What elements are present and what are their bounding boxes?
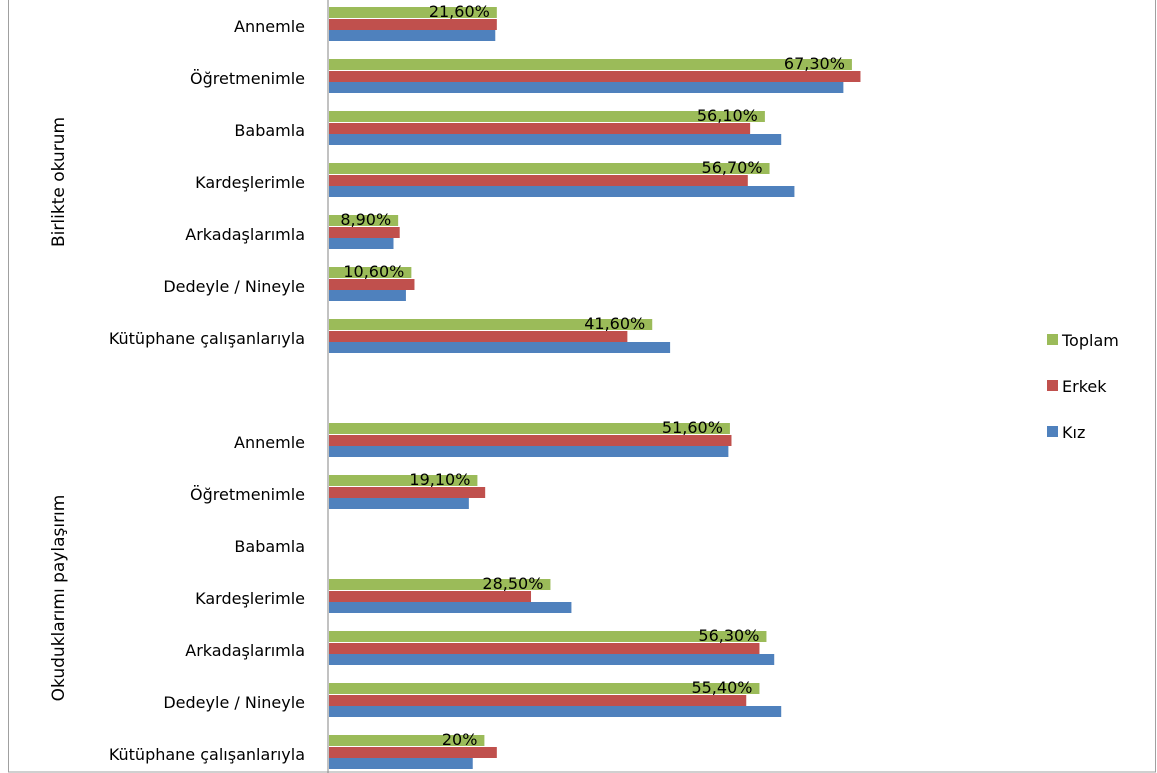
bar-toplam-birlikte-okurum-dedeyle-nineyle — [329, 267, 412, 278]
bar-kiz-birlikte-okurum-arkadaslarimla — [329, 238, 394, 249]
bar-toplam-okuduklarimi-paylasirim-annemle — [329, 423, 730, 434]
category-label-babamla: Babamla — [234, 537, 305, 556]
category-label-dedeyle-nineyle: Dedeyle / Nineyle — [163, 277, 305, 296]
bar-toplam-okuduklarimi-paylasirim-kardeslerimle — [329, 579, 551, 590]
bar-toplam-birlikte-okurum-babamla — [329, 111, 765, 122]
category-label-arkadaslarimla: Arkadaşlarımla — [185, 641, 305, 660]
labels-layer: Annemle 21,60% Öğretmenimle 67,30% Babamla 56… — [49, 2, 845, 764]
chart-border — [8, 0, 1156, 773]
legend-swatch-erkek — [1047, 380, 1058, 391]
bar-erkek-birlikte-okurum-kardeslerimle — [329, 175, 748, 186]
data-label-okuduklarimi-paylasirim-kardeslerimle: 28,50% — [482, 574, 543, 593]
legend: Toplam Erkek Kız — [1047, 331, 1119, 442]
data-label-birlikte-okurum-arkadaslarimla: 8,90% — [340, 210, 391, 229]
category-label-kardeslerimle: Kardeşlerimle — [195, 173, 305, 192]
bar-kiz-okuduklarimi-paylasirim-annemle — [329, 446, 729, 457]
category-label-babamla: Babamla — [234, 121, 305, 140]
bar-toplam-okuduklarimi-paylasirim-ogretmenimle — [329, 475, 478, 486]
category-label-kardeslerimle: Kardeşlerimle — [195, 589, 305, 608]
data-label-birlikte-okurum-dedeyle-nineyle: 10,60% — [343, 262, 404, 281]
bar-toplam-okuduklarimi-paylasirim-arkadaslarimla — [329, 631, 767, 642]
bar-kiz-birlikte-okurum-kardeslerimle — [329, 186, 795, 197]
data-label-birlikte-okurum-kardeslerimle: 56,70% — [702, 158, 763, 177]
category-label-kutuphane-calisanlariyla: Kütüphane çalışanlarıyla — [109, 745, 305, 764]
legend-swatch-toplam — [1047, 334, 1058, 345]
bar-toplam-birlikte-okurum-kutuphane-calisanlariyla — [329, 319, 653, 330]
data-label-okuduklarimi-paylasirim-kutuphane-calisanlariyla: 20% — [442, 730, 478, 749]
category-label-arkadaslarimla: Arkadaşlarımla — [185, 225, 305, 244]
bar-toplam-okuduklarimi-paylasirim-kutuphane-calisanlariyla — [329, 735, 485, 746]
bar-erkek-birlikte-okurum-ogretmenimle — [329, 71, 861, 82]
data-label-okuduklarimi-paylasirim-ogretmenimle: 19,10% — [409, 470, 470, 489]
category-label-annemle: Annemle — [234, 433, 305, 452]
category-label-ogretmenimle: Öğretmenimle — [190, 69, 305, 88]
bar-erkek-okuduklarimi-paylasirim-kardeslerimle — [329, 591, 532, 602]
bar-toplam-birlikte-okurum-arkadaslarimla — [329, 215, 399, 226]
data-label-birlikte-okurum-ogretmenimle: 67,30% — [784, 54, 845, 73]
bar-kiz-okuduklarimi-paylasirim-ogretmenimle — [329, 498, 469, 509]
bar-erkek-birlikte-okurum-babamla — [329, 123, 751, 134]
bar-toplam-birlikte-okurum-ogretmenimle — [329, 59, 852, 70]
bar-erkek-okuduklarimi-paylasirim-annemle — [329, 435, 732, 446]
group-label-birlikte-okurum: Birlikte okurum — [49, 117, 69, 247]
bar-erkek-okuduklarimi-paylasirim-arkadaslarimla — [329, 643, 760, 654]
bar-erkek-okuduklarimi-paylasirim-ogretmenimle — [329, 487, 486, 498]
bar-erkek-birlikte-okurum-arkadaslarimla — [329, 227, 400, 238]
bar-erkek-birlikte-okurum-annemle — [329, 19, 497, 30]
group-label-okuduklarimi-paylasirim: Okuduklarımı paylaşırım — [49, 495, 69, 702]
bar-kiz-birlikte-okurum-kutuphane-calisanlariyla — [329, 342, 671, 353]
legend-label-toplam: Toplam — [1061, 331, 1119, 350]
category-label-kutuphane-calisanlariyla: Kütüphane çalışanlarıyla — [109, 329, 305, 348]
bar-erkek-okuduklarimi-paylasirim-kutuphane-calisanlariyla — [329, 747, 497, 758]
category-label-ogretmenimle: Öğretmenimle — [190, 485, 305, 504]
bars-layer — [329, 7, 861, 769]
data-label-birlikte-okurum-annemle: 21,60% — [429, 2, 490, 21]
bar-kiz-birlikte-okurum-babamla — [329, 134, 782, 145]
bar-kiz-birlikte-okurum-ogretmenimle — [329, 82, 844, 93]
bar-kiz-okuduklarimi-paylasirim-kardeslerimle — [329, 602, 572, 613]
bar-kiz-okuduklarimi-paylasirim-arkadaslarimla — [329, 654, 775, 665]
bar-kiz-okuduklarimi-paylasirim-kutuphane-calisanlariyla — [329, 758, 473, 769]
bar-toplam-okuduklarimi-paylasirim-dedeyle-nineyle — [329, 683, 760, 694]
data-label-okuduklarimi-paylasirim-dedeyle-nineyle: 55,40% — [691, 678, 752, 697]
bar-kiz-birlikte-okurum-dedeyle-nineyle — [329, 290, 406, 301]
data-label-okuduklarimi-paylasirim-arkadaslarimla: 56,30% — [698, 626, 759, 645]
data-label-birlikte-okurum-babamla: 56,10% — [697, 106, 758, 125]
category-label-dedeyle-nineyle: Dedeyle / Nineyle — [163, 693, 305, 712]
category-label-annemle: Annemle — [234, 17, 305, 36]
bar-kiz-birlikte-okurum-annemle — [329, 30, 496, 41]
bar-erkek-birlikte-okurum-dedeyle-nineyle — [329, 279, 415, 290]
bar-toplam-birlikte-okurum-annemle — [329, 7, 497, 18]
legend-swatch-kiz — [1047, 426, 1058, 437]
bar-erkek-birlikte-okurum-kutuphane-calisanlariyla — [329, 331, 628, 342]
bar-kiz-okuduklarimi-paylasirim-dedeyle-nineyle — [329, 706, 782, 717]
data-label-okuduklarimi-paylasirim-annemle: 51,60% — [662, 418, 723, 437]
legend-label-erkek: Erkek — [1062, 377, 1107, 396]
legend-label-kiz: Kız — [1062, 423, 1085, 442]
bar-toplam-birlikte-okurum-kardeslerimle — [329, 163, 770, 174]
bar-erkek-okuduklarimi-paylasirim-dedeyle-nineyle — [329, 695, 747, 706]
data-label-birlikte-okurum-kutuphane-calisanlariyla: 41,60% — [584, 314, 645, 333]
